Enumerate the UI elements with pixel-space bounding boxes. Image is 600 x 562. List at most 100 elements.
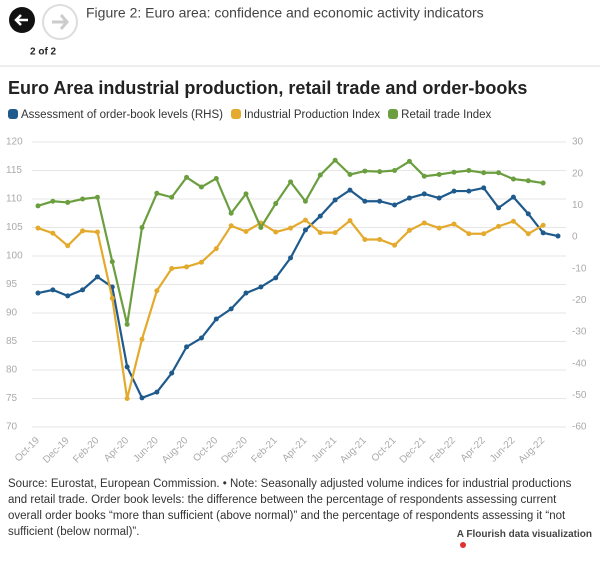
data-point xyxy=(154,288,160,294)
data-point xyxy=(540,230,546,236)
data-point xyxy=(377,198,383,204)
data-point xyxy=(228,306,234,312)
data-point xyxy=(258,225,264,230)
data-point xyxy=(288,179,294,185)
data-point xyxy=(65,293,71,299)
x-tick-label: Dec-19 xyxy=(41,435,72,466)
data-point xyxy=(421,191,427,197)
data-point xyxy=(317,172,323,178)
y-tick-label: 80 xyxy=(6,365,18,376)
x-tick-label: Dec-21 xyxy=(398,435,429,466)
series-line xyxy=(37,186,559,400)
data-point xyxy=(362,236,368,242)
y2-tick-label: 10 xyxy=(572,200,584,211)
x-tick-label: Dec-20 xyxy=(219,435,250,466)
y2-tick-label: -30 xyxy=(572,327,587,338)
data-point xyxy=(317,230,323,236)
source-note: Source: Eurostat, European Commission. •… xyxy=(8,478,572,538)
x-tick-label: Jun-21 xyxy=(310,435,340,465)
data-point xyxy=(392,202,398,208)
data-point xyxy=(94,194,100,200)
forward-arrow xyxy=(52,14,69,30)
x-tick-label: Oct-20 xyxy=(191,435,220,464)
legend-item[interactable]: Retail trade Index xyxy=(388,109,491,121)
data-point xyxy=(228,210,234,216)
y-tick-label: 75 xyxy=(6,393,18,404)
data-point xyxy=(139,395,145,401)
data-point xyxy=(317,213,323,219)
data-point xyxy=(184,174,190,180)
data-point xyxy=(65,199,71,205)
legend-item[interactable]: Assessment of order-book levels (RHS) xyxy=(8,109,223,121)
data-point xyxy=(540,222,546,228)
data-point xyxy=(198,335,204,341)
data-point xyxy=(525,231,531,237)
data-point xyxy=(109,259,115,265)
data-point xyxy=(496,170,502,176)
data-point xyxy=(302,227,308,233)
data-point xyxy=(510,176,516,182)
data-point xyxy=(347,187,353,193)
credit[interactable]: A Flourish data visualization xyxy=(456,529,592,540)
data-point xyxy=(392,168,398,173)
data-point xyxy=(273,201,279,207)
figure-title: Figure 2: Euro area: confidence and econ… xyxy=(86,5,484,21)
data-point xyxy=(243,191,249,197)
data-point xyxy=(540,180,546,186)
data-point xyxy=(332,230,338,236)
series-line xyxy=(37,218,544,399)
y2-tick-label: 0 xyxy=(572,232,578,243)
data-point xyxy=(496,205,502,211)
data-point xyxy=(184,344,190,350)
y2-tick-label: 30 xyxy=(572,137,584,148)
data-point xyxy=(347,171,353,177)
data-point xyxy=(302,217,308,223)
data-point xyxy=(451,188,457,194)
data-point xyxy=(436,171,442,177)
data-point xyxy=(94,274,100,280)
y2-tick-label: -50 xyxy=(572,390,587,401)
data-point xyxy=(406,158,412,164)
y-tick-label: 85 xyxy=(6,336,18,347)
data-point xyxy=(228,223,234,229)
y2-tick-label: -10 xyxy=(572,263,587,274)
data-point xyxy=(198,259,204,265)
data-point xyxy=(525,211,531,217)
data-point xyxy=(80,196,86,202)
data-point xyxy=(481,170,487,176)
y-tick-label: 95 xyxy=(6,279,18,290)
data-point xyxy=(406,195,412,201)
data-point xyxy=(451,169,457,175)
data-point xyxy=(50,287,56,293)
x-tick-label: Feb-20 xyxy=(71,435,101,465)
data-point xyxy=(481,231,487,237)
data-point xyxy=(65,243,71,249)
data-point xyxy=(332,197,338,203)
y2-tick-label: 20 xyxy=(572,168,584,179)
data-point xyxy=(377,169,383,175)
legend-swatch xyxy=(230,109,241,119)
x-tick-label: Apr-20 xyxy=(102,435,131,464)
x-tick-label: Feb-21 xyxy=(250,435,280,465)
data-point xyxy=(451,221,457,227)
data-point xyxy=(436,225,442,231)
data-point xyxy=(124,364,130,370)
data-point xyxy=(421,220,427,226)
data-point xyxy=(169,266,175,272)
data-point xyxy=(273,229,279,235)
data-point xyxy=(80,287,86,293)
data-point xyxy=(466,168,472,173)
legend-item[interactable]: Industrial Production Index xyxy=(230,109,380,121)
data-point xyxy=(273,275,279,281)
data-point xyxy=(288,225,294,231)
legend-label: Retail trade Index xyxy=(401,109,492,121)
data-point xyxy=(139,336,145,342)
data-point xyxy=(362,168,368,174)
data-point xyxy=(35,290,41,296)
data-point xyxy=(198,184,204,190)
chart-title: Euro Area industrial production, retail … xyxy=(8,78,527,98)
data-point xyxy=(109,295,115,301)
data-point xyxy=(421,173,427,179)
